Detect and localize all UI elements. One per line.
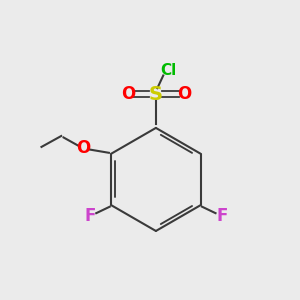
Text: O: O: [121, 85, 135, 103]
Text: F: F: [84, 207, 95, 225]
Text: O: O: [177, 85, 191, 103]
Text: Cl: Cl: [160, 63, 176, 78]
Text: S: S: [149, 85, 163, 104]
Text: F: F: [216, 207, 228, 225]
Text: O: O: [76, 140, 90, 158]
